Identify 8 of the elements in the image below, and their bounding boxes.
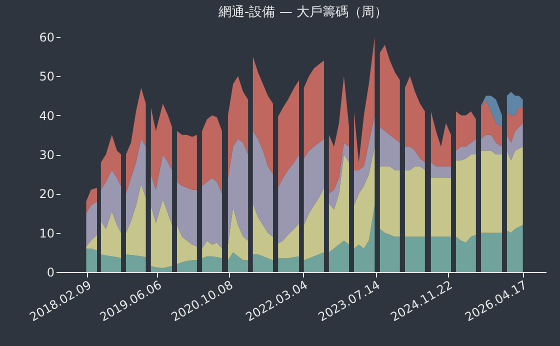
y-tick-label: 20: [39, 187, 54, 202]
y-tick-label: 0: [46, 266, 54, 280]
y-tick-label: 10: [39, 226, 54, 240]
y-tick-label: 40: [39, 108, 54, 123]
y-tick-label: 50: [39, 70, 54, 84]
y-tick-label: 60: [39, 30, 54, 44]
chart-title: 網通-設備 — 大戶籌碼（周）: [218, 5, 388, 20]
y-tick-label: 30: [39, 148, 54, 162]
